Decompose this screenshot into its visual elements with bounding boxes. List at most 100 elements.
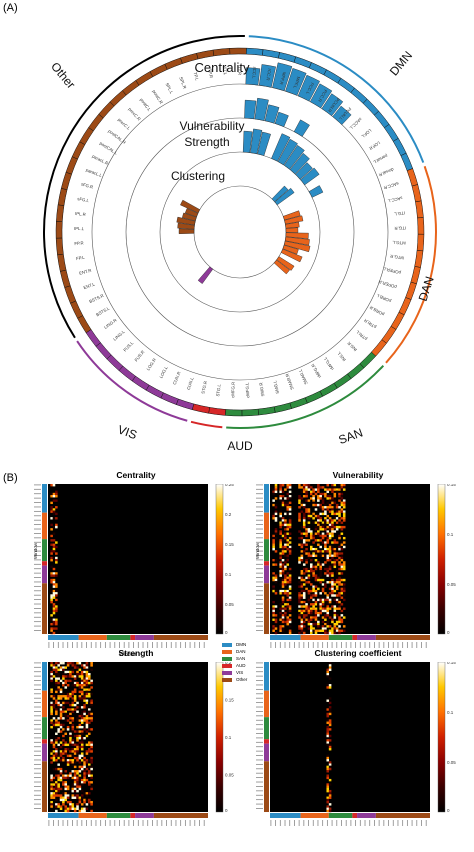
heatmap-cell [80, 697, 84, 700]
row-tick-label [34, 702, 41, 704]
col-tick-label [326, 642, 328, 648]
heatmap-cell [302, 541, 306, 544]
col-tick-label [397, 642, 399, 648]
col-tick-label [142, 642, 144, 648]
heatmap-cell [284, 497, 287, 500]
col-tick-label [128, 642, 130, 648]
heatmap-cell [333, 492, 337, 496]
heatmap-cell [333, 605, 337, 608]
heatmap-cell [298, 543, 301, 546]
heatmap-cell [52, 539, 56, 542]
col-tick-label [67, 820, 69, 826]
heatmap-cell [335, 525, 339, 529]
row-tick-label [34, 533, 41, 534]
heatmap-cell [321, 550, 325, 553]
col-tick-label [421, 820, 422, 826]
heatmap-cell [64, 741, 68, 744]
heatmap-cell [298, 499, 301, 502]
heatmap-cell [286, 525, 290, 529]
heatmap-cell [284, 488, 287, 491]
heatmap-cell [305, 539, 308, 542]
heatmap-cell [314, 603, 318, 606]
heatmap-cell [57, 774, 60, 777]
heatmap-cell [73, 675, 77, 678]
heatmap-cell [59, 662, 63, 665]
heatmap-cell [288, 607, 292, 610]
heatmap-cell [338, 556, 341, 560]
heatmap-cell [64, 781, 68, 784]
col-tick-label [336, 820, 338, 826]
heatmap-cell [300, 605, 304, 608]
region-label: LING.L [112, 329, 126, 342]
region-segment [347, 363, 365, 380]
heatmap-cell [55, 754, 58, 758]
region-label: LOG.L [158, 365, 169, 379]
heatmap-cell [286, 581, 290, 584]
heatmap-cell [90, 759, 93, 762]
heatmap-cell [66, 774, 70, 777]
heatmap-cell [66, 796, 70, 799]
heatmap-cell [302, 614, 306, 617]
heatmap-cell [302, 550, 306, 553]
heatmap-cell [300, 572, 304, 575]
heatmap-cell [328, 734, 332, 738]
heatmap-cell [286, 594, 290, 597]
heatmap-cell [80, 803, 84, 806]
heatmap-cell [69, 743, 72, 747]
heatmap-cell [333, 631, 337, 635]
heatmap-cell [50, 506, 53, 509]
heatmap-cell [57, 805, 60, 808]
heatmap-cell [71, 787, 75, 791]
heatmap-cell [331, 488, 334, 491]
heatmap-cell [305, 528, 308, 531]
heatmap-cell [281, 578, 285, 582]
heatmap-cell [321, 609, 325, 613]
row-tick-label [256, 759, 263, 761]
region-segment [371, 339, 387, 357]
heatmap-cell [52, 605, 56, 608]
legend-swatch [222, 649, 232, 654]
heatmap-cell [52, 752, 56, 755]
heatmap-cell [50, 596, 53, 599]
heatmap-cell [55, 785, 58, 788]
heatmap-cell [281, 607, 285, 610]
heatmap-cell [324, 625, 327, 628]
heatmap-cell [69, 712, 72, 716]
row-network-strip [42, 717, 47, 740]
strength-bar [295, 162, 313, 180]
heatmap-cell [274, 528, 278, 531]
region-label: PCC.L [305, 82, 315, 96]
col-tick-label [53, 820, 55, 826]
heatmap-cell [85, 717, 89, 720]
heatmap-cell [80, 765, 84, 769]
heatmap-cell [300, 578, 304, 582]
heatmap-cell [71, 690, 75, 694]
heatmap-cell [338, 563, 341, 566]
heatmap-cell [71, 783, 75, 786]
region-label: MTG.L [392, 240, 406, 246]
heatmap-cell [59, 710, 63, 713]
heatmap-cell [326, 673, 330, 676]
heatmap-cell [312, 603, 315, 606]
heatmap-cell [300, 585, 304, 588]
heatmap-cell [319, 550, 322, 553]
heatmap-cell [76, 684, 79, 687]
heatmap-cell [317, 622, 320, 626]
heatmap-cell [59, 701, 63, 705]
heatmap-cell [326, 620, 330, 624]
heatmap-cell [305, 495, 308, 498]
heatmap-cell [310, 614, 313, 617]
heatmap-cell [52, 703, 56, 707]
heatmap-cell [305, 484, 308, 487]
heatmap-cell [274, 631, 278, 635]
heatmap-cell [66, 759, 70, 762]
heatmap-cell [338, 506, 341, 509]
col-tick-label [275, 642, 277, 648]
col-tick-label [86, 642, 87, 648]
heatmap-cell [69, 807, 72, 810]
strength-bar [300, 167, 320, 186]
ring-gridline [91, 83, 389, 381]
col-tick-label [331, 642, 333, 648]
heatmap-cell [314, 576, 318, 580]
heatmap-cell [288, 589, 292, 593]
